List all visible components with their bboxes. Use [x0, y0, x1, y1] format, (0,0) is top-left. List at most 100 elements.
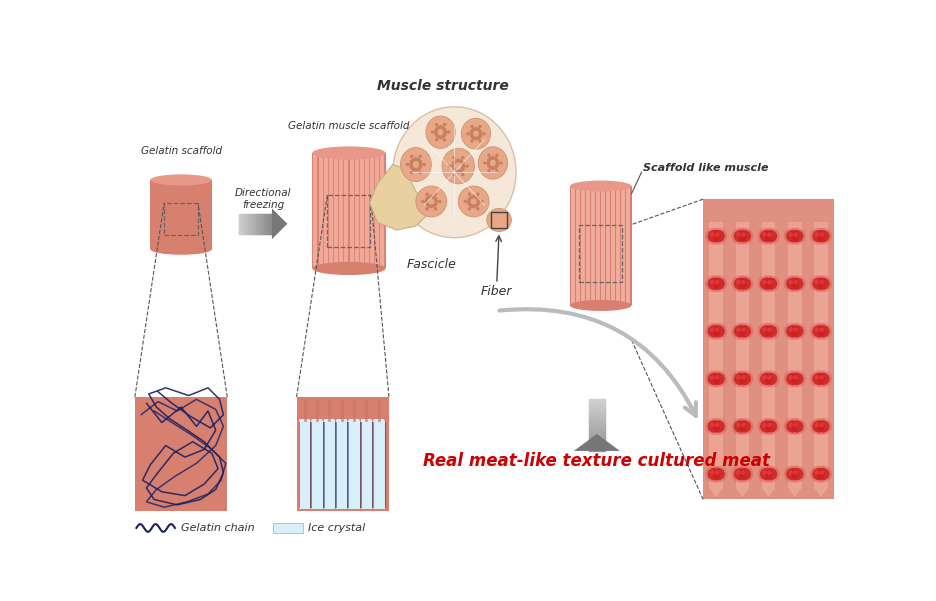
Circle shape	[493, 165, 497, 169]
Circle shape	[416, 167, 420, 171]
Circle shape	[433, 192, 437, 196]
Circle shape	[762, 375, 766, 380]
Circle shape	[487, 163, 490, 168]
Ellipse shape	[373, 417, 384, 425]
Circle shape	[809, 418, 826, 435]
Circle shape	[477, 124, 481, 128]
Circle shape	[709, 328, 714, 332]
Circle shape	[809, 466, 826, 483]
Circle shape	[494, 159, 498, 162]
Circle shape	[764, 325, 776, 338]
Polygon shape	[709, 488, 723, 497]
Circle shape	[411, 167, 415, 171]
Circle shape	[767, 470, 771, 475]
Circle shape	[731, 466, 748, 483]
Ellipse shape	[416, 186, 446, 217]
Circle shape	[809, 228, 826, 245]
Circle shape	[467, 197, 471, 201]
Circle shape	[705, 466, 722, 483]
Circle shape	[495, 161, 499, 165]
Circle shape	[480, 200, 483, 203]
Circle shape	[762, 328, 766, 332]
Circle shape	[425, 207, 429, 210]
Circle shape	[736, 280, 740, 284]
Circle shape	[762, 370, 779, 388]
Circle shape	[434, 200, 438, 203]
Polygon shape	[573, 434, 620, 451]
Circle shape	[489, 157, 492, 160]
Circle shape	[705, 370, 722, 388]
Circle shape	[431, 130, 433, 134]
Circle shape	[495, 154, 498, 157]
Polygon shape	[787, 488, 800, 497]
Circle shape	[707, 230, 719, 242]
Circle shape	[427, 195, 431, 199]
Circle shape	[452, 173, 455, 176]
Circle shape	[433, 197, 437, 201]
Circle shape	[787, 470, 792, 475]
Circle shape	[736, 375, 740, 380]
Circle shape	[736, 228, 753, 245]
Circle shape	[814, 370, 831, 388]
Ellipse shape	[348, 417, 359, 425]
Circle shape	[707, 468, 719, 480]
Circle shape	[465, 164, 468, 168]
Circle shape	[461, 161, 464, 165]
Circle shape	[711, 278, 724, 290]
Circle shape	[757, 370, 774, 388]
Circle shape	[736, 466, 753, 483]
Circle shape	[787, 328, 792, 332]
Circle shape	[705, 228, 722, 245]
Circle shape	[443, 138, 446, 142]
Circle shape	[812, 373, 824, 385]
Circle shape	[762, 323, 779, 340]
Circle shape	[494, 163, 498, 168]
Circle shape	[441, 135, 445, 139]
Circle shape	[425, 192, 429, 196]
Circle shape	[733, 230, 745, 242]
Circle shape	[733, 278, 745, 290]
Circle shape	[767, 232, 771, 237]
Circle shape	[409, 165, 413, 169]
Polygon shape	[370, 165, 431, 230]
Circle shape	[470, 129, 474, 133]
Circle shape	[436, 135, 440, 139]
Circle shape	[731, 370, 748, 388]
Circle shape	[429, 195, 432, 198]
Circle shape	[738, 420, 751, 433]
Bar	[787, 222, 800, 488]
Circle shape	[434, 133, 438, 136]
Circle shape	[757, 466, 774, 483]
Circle shape	[707, 373, 719, 385]
Circle shape	[459, 169, 462, 173]
Circle shape	[466, 200, 470, 203]
Circle shape	[793, 375, 797, 380]
Circle shape	[709, 232, 714, 237]
Ellipse shape	[461, 118, 490, 149]
Circle shape	[783, 323, 800, 340]
Polygon shape	[761, 488, 775, 497]
Circle shape	[759, 325, 771, 338]
Text: Real meat-like texture cultured meat: Real meat-like texture cultured meat	[423, 452, 769, 470]
Circle shape	[764, 420, 776, 433]
Circle shape	[731, 228, 748, 245]
Circle shape	[447, 164, 450, 168]
Circle shape	[762, 466, 779, 483]
Circle shape	[493, 157, 497, 160]
Circle shape	[783, 370, 800, 388]
Ellipse shape	[360, 417, 372, 425]
Circle shape	[482, 132, 485, 135]
Circle shape	[707, 420, 719, 433]
Ellipse shape	[400, 148, 431, 182]
Circle shape	[418, 171, 421, 174]
Circle shape	[478, 132, 482, 136]
Circle shape	[787, 375, 792, 380]
Circle shape	[707, 278, 719, 290]
Circle shape	[790, 278, 802, 290]
Circle shape	[816, 278, 828, 290]
Bar	[311, 421, 322, 508]
Circle shape	[813, 470, 818, 475]
Circle shape	[711, 468, 724, 480]
Circle shape	[471, 195, 475, 198]
Circle shape	[785, 278, 797, 290]
